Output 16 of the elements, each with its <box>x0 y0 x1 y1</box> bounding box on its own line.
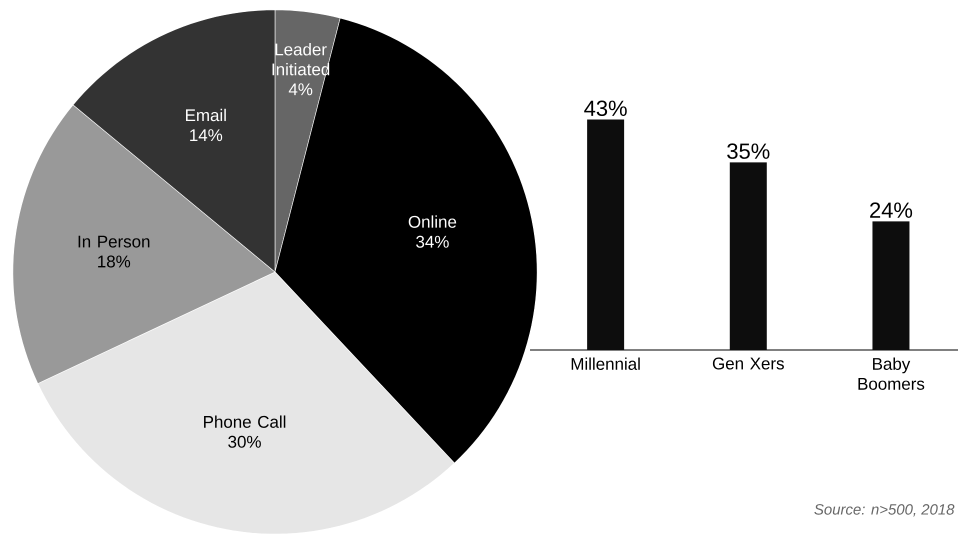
data-label: 14% <box>190 129 222 142</box>
slice-label: Phone Call <box>204 415 286 428</box>
slice-label: Email <box>186 108 226 122</box>
data-label: 30% <box>228 436 261 448</box>
slice-label: Online <box>408 215 456 228</box>
data-label: 24% <box>870 202 912 218</box>
source-note: Source: n>500, 2018 <box>814 504 954 516</box>
x-tick-label: Millennial <box>572 358 640 370</box>
data-label: 34% <box>416 236 449 248</box>
x-tick-label: Baby Boomers <box>858 358 924 390</box>
data-label: 4% <box>288 83 312 96</box>
data-label: 43% <box>584 100 627 116</box>
data-label: 35% <box>727 143 770 159</box>
x-tick-label: Gen Xers <box>712 358 784 370</box>
slice-label: In Person <box>78 236 150 248</box>
data-label: 18% <box>98 255 130 268</box>
